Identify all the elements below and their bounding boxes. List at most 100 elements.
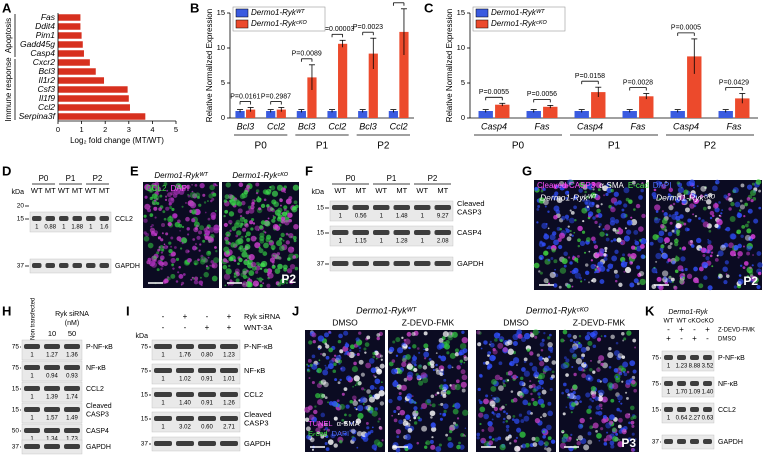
micrograph-signal — [324, 364, 327, 367]
blot-band — [373, 205, 390, 210]
micrograph-signal — [214, 210, 217, 212]
blot-strip — [661, 402, 715, 424]
p-value: P=0.0161 — [230, 93, 260, 100]
micrograph-signal — [238, 247, 242, 251]
micrograph-signal — [612, 436, 618, 442]
micrograph-signal — [723, 280, 728, 285]
micrograph-signal — [284, 191, 286, 194]
micrograph-signal — [258, 246, 261, 249]
micrograph-signal — [442, 394, 447, 398]
micrograph-signal — [724, 260, 729, 265]
micrograph-signal — [417, 416, 421, 420]
micrograph-signal — [191, 183, 193, 186]
micrograph-signal — [456, 444, 461, 450]
micrograph-signal — [523, 415, 530, 422]
legend-swatch — [235, 8, 249, 18]
micrograph-signal — [406, 331, 412, 337]
micrograph-signal — [162, 246, 165, 249]
micrograph-signal — [223, 214, 226, 218]
micrograph-signal — [292, 255, 297, 259]
micrograph-signal — [337, 381, 341, 385]
micrograph-signal — [626, 330, 632, 336]
micrograph-signal — [720, 244, 726, 251]
micrograph-signal — [519, 395, 523, 399]
micrograph-signal — [577, 366, 583, 372]
micrograph-signal — [516, 376, 519, 379]
micrograph-signal — [693, 266, 698, 272]
micrograph-signal — [255, 261, 260, 266]
micrograph-signal — [674, 269, 679, 274]
micrograph-signal — [152, 255, 157, 261]
micrograph-signal — [225, 182, 231, 188]
micrograph-signal — [285, 198, 292, 205]
image-title: Dermo1-Rykᶜᴷᴼ — [526, 305, 589, 315]
micrograph-signal — [738, 274, 742, 277]
micrograph-signal — [614, 219, 620, 224]
blot-band — [64, 386, 80, 391]
micrograph-signal — [739, 264, 743, 268]
micrograph-signal — [640, 244, 645, 249]
blot-band — [198, 344, 216, 349]
micrograph-signal — [352, 400, 359, 406]
bar — [235, 111, 245, 118]
micrograph-signal — [239, 215, 243, 218]
micrograph-signal — [233, 275, 236, 279]
micrograph-signal — [613, 368, 619, 373]
micrograph-signal — [156, 251, 160, 255]
micrograph-signal — [223, 199, 228, 203]
micrograph-signal — [543, 365, 550, 372]
micrograph-signal — [530, 411, 533, 415]
lane-label: MT — [45, 186, 56, 195]
micrograph-signal — [618, 417, 623, 423]
micrograph-signal — [748, 270, 754, 275]
stain-label: DAPI — [170, 184, 189, 193]
micrograph-signal — [367, 431, 371, 435]
micrograph-signal — [506, 414, 512, 420]
quantification: 1 — [30, 416, 34, 422]
micrograph-signal — [348, 413, 352, 417]
micrograph-signal — [566, 236, 572, 242]
micrograph-signal — [539, 257, 542, 259]
micrograph-signal — [608, 365, 612, 369]
quantification: 1.23 — [676, 364, 688, 370]
micrograph-signal — [458, 441, 461, 445]
micrograph-signal — [170, 191, 175, 196]
blot-band — [393, 205, 410, 210]
micrograph-signal — [406, 443, 413, 450]
micrograph-signal — [397, 395, 403, 401]
micrograph-signal — [223, 258, 227, 263]
blot-band — [332, 205, 349, 210]
micrograph-signal — [722, 266, 728, 272]
micrograph-signal — [257, 229, 260, 231]
micrograph-signal — [512, 357, 520, 364]
y-tick-label: 0 — [221, 113, 225, 122]
micrograph-signal — [574, 272, 581, 279]
micrograph-signal — [545, 223, 548, 226]
micrograph-signal — [618, 400, 621, 403]
micrograph-signal — [396, 384, 403, 390]
micrograph-signal — [478, 412, 484, 418]
micrograph-signal — [556, 197, 563, 204]
treatment-sign: + — [692, 334, 697, 343]
protein-label: Cleaved — [457, 199, 485, 208]
blot-band — [24, 444, 40, 449]
micrograph-signal — [509, 360, 515, 367]
micrograph-signal — [397, 369, 403, 375]
micrograph-signal — [540, 403, 545, 408]
micrograph-signal — [190, 278, 193, 281]
x-tick-label: 1 — [80, 125, 84, 134]
protein-label: Cleaved — [244, 410, 272, 419]
micrograph-signal — [291, 206, 298, 213]
micrograph-signal — [235, 271, 240, 277]
micrograph-signal — [531, 383, 536, 388]
micrograph-signal — [274, 209, 282, 216]
micrograph-signal — [573, 231, 576, 234]
micrograph-signal — [240, 272, 245, 277]
micrograph-signal — [751, 182, 755, 186]
micrograph-signal — [351, 366, 359, 373]
micrograph-signal — [306, 363, 309, 366]
micrograph-signal — [547, 355, 551, 359]
protein-label: GAPDH — [244, 439, 271, 448]
blot-band — [664, 407, 673, 412]
micrograph-signal — [585, 392, 591, 398]
